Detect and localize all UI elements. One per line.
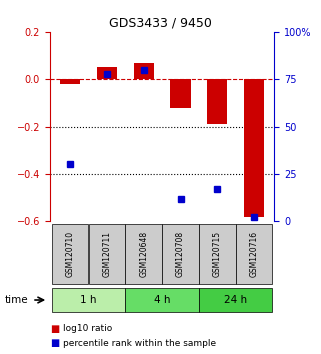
Bar [244, 79, 264, 217]
Text: percentile rank within the sample: percentile rank within the sample [63, 339, 216, 348]
Text: ■: ■ [50, 324, 59, 333]
Bar [60, 79, 80, 84]
Bar [126, 224, 162, 284]
Text: 4 h: 4 h [154, 295, 170, 305]
Text: GSM120711: GSM120711 [102, 231, 111, 277]
Text: GSM120648: GSM120648 [139, 231, 148, 277]
Bar [236, 224, 273, 284]
Text: log10 ratio: log10 ratio [63, 324, 112, 333]
Bar [52, 224, 88, 284]
Bar [97, 67, 117, 79]
Bar [126, 288, 199, 312]
Text: 1 h: 1 h [80, 295, 97, 305]
Text: GSM120710: GSM120710 [65, 231, 74, 277]
Bar [134, 63, 154, 79]
Text: time: time [5, 295, 29, 305]
Bar [52, 288, 125, 312]
Bar [199, 224, 236, 284]
Text: GSM120716: GSM120716 [250, 231, 259, 277]
Text: ■: ■ [50, 338, 59, 348]
Text: GSM120708: GSM120708 [176, 231, 185, 277]
Bar [162, 224, 199, 284]
Bar [170, 79, 191, 108]
Text: GSM120715: GSM120715 [213, 231, 222, 277]
Text: GDS3433 / 9450: GDS3433 / 9450 [109, 17, 212, 29]
Text: 24 h: 24 h [224, 295, 247, 305]
Bar [207, 79, 228, 124]
Bar [199, 288, 273, 312]
Bar [89, 224, 125, 284]
